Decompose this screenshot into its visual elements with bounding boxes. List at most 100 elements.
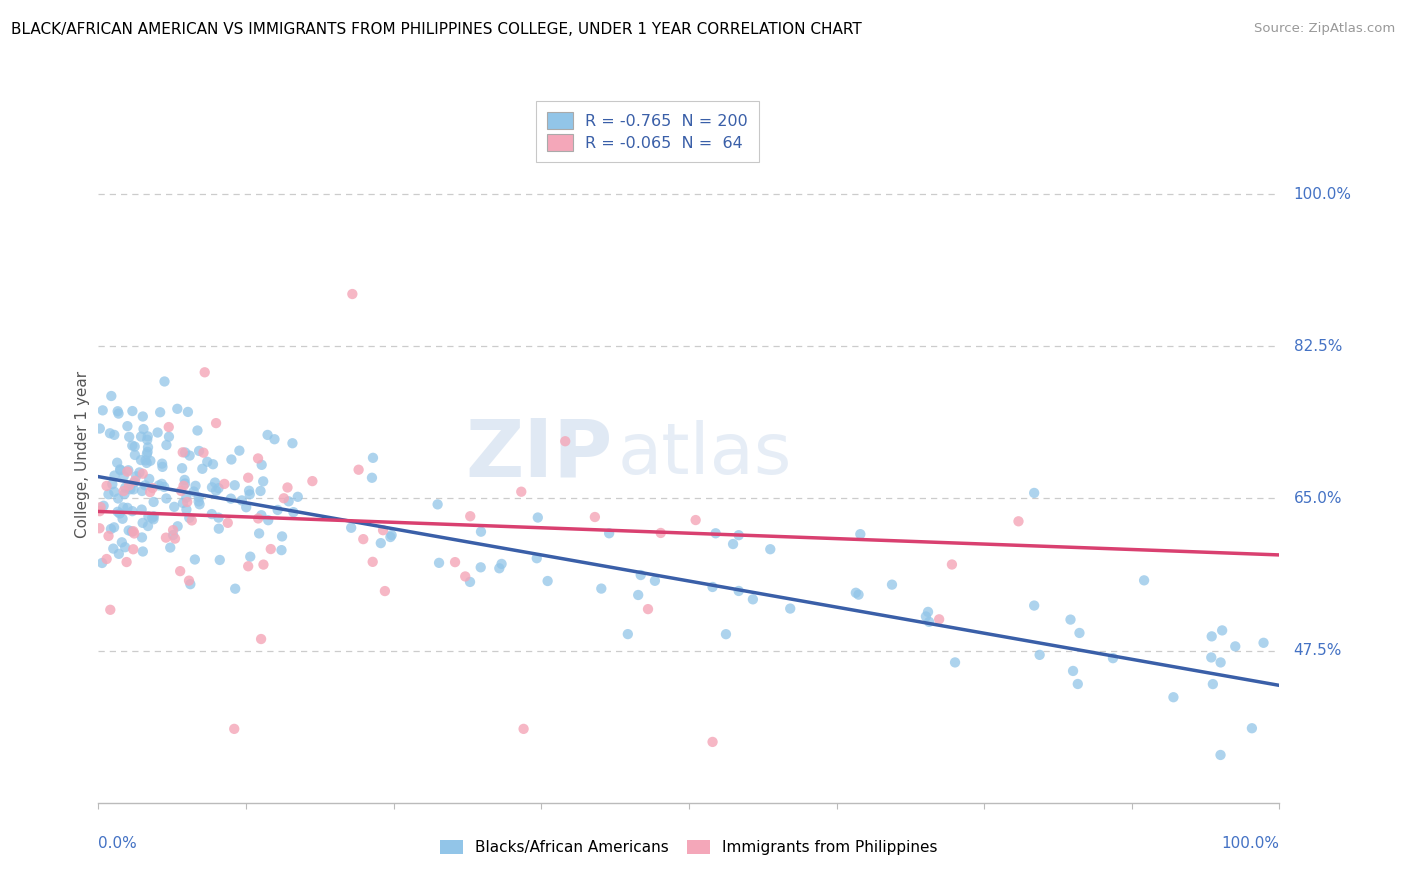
Point [122, 542, 145, 557]
Point [249, 483, 271, 498]
Point [124, 448, 146, 462]
Point [132, 422, 155, 436]
Point [186, 424, 208, 438]
Point [224, 478, 246, 492]
Point [172, 461, 194, 475]
Point [1069, 626, 1091, 640]
Point [172, 496, 194, 510]
Point [207, 481, 229, 495]
Point [108, 462, 131, 476]
Point [122, 526, 145, 541]
Point [454, 569, 477, 583]
Point [115, 555, 138, 569]
Point [845, 586, 868, 600]
Point [100, 522, 122, 536]
Point [163, 500, 186, 514]
Text: atlas: atlas [619, 420, 793, 490]
Point [228, 443, 250, 458]
Point [201, 457, 224, 471]
Point [283, 505, 305, 519]
Point [117, 463, 139, 477]
Point [107, 491, 129, 506]
Point [132, 544, 155, 558]
Point [536, 574, 558, 588]
Point [1059, 613, 1081, 627]
Point [159, 541, 181, 555]
Point [149, 405, 172, 419]
Point [122, 483, 145, 497]
Point [510, 484, 533, 499]
Point [90, 500, 112, 515]
Point [201, 507, 224, 521]
Point [214, 476, 236, 491]
Point [176, 502, 198, 516]
Point [97, 529, 120, 543]
Point [1028, 648, 1050, 662]
Point [121, 524, 143, 539]
Point [170, 483, 193, 498]
Point [132, 467, 155, 481]
Point [174, 476, 197, 491]
Point [122, 475, 145, 490]
Point [224, 722, 246, 736]
Point [108, 547, 131, 561]
Point [114, 540, 136, 554]
Point [591, 582, 613, 596]
Point [598, 526, 620, 541]
Point [928, 612, 950, 626]
Point [252, 475, 274, 489]
Text: 100.0%: 100.0% [1222, 836, 1279, 851]
Point [727, 528, 749, 542]
Point [361, 450, 384, 465]
Y-axis label: College, Under 1 year: College, Under 1 year [75, 371, 90, 539]
Point [266, 503, 288, 517]
Point [637, 602, 659, 616]
Point [1133, 574, 1156, 588]
Point [224, 582, 246, 596]
Point [176, 495, 198, 509]
Point [247, 526, 270, 541]
Point [103, 468, 125, 483]
Point [702, 580, 724, 594]
Point [136, 433, 159, 447]
Point [741, 592, 763, 607]
Point [849, 527, 872, 541]
Point [1062, 664, 1084, 678]
Point [201, 480, 224, 494]
Point [1201, 650, 1223, 665]
Point [195, 455, 218, 469]
Point [721, 537, 744, 551]
Point [103, 484, 125, 499]
Point [107, 505, 129, 519]
Point [129, 453, 152, 467]
Point [208, 522, 231, 536]
Point [128, 466, 150, 480]
Point [155, 438, 177, 452]
Point [685, 513, 707, 527]
Point [107, 407, 129, 421]
Point [150, 457, 173, 471]
Point [183, 484, 205, 499]
Text: 100.0%: 100.0% [1294, 186, 1351, 202]
Point [121, 404, 143, 418]
Point [1209, 656, 1232, 670]
Point [174, 491, 197, 505]
Point [157, 420, 180, 434]
Point [250, 508, 273, 523]
Point [112, 500, 135, 515]
Point [256, 428, 278, 442]
Point [134, 478, 156, 492]
Point [943, 656, 966, 670]
Point [247, 511, 270, 525]
Point [1163, 690, 1185, 705]
Point [1024, 486, 1046, 500]
Point [100, 389, 122, 403]
Point [114, 487, 136, 501]
Point [131, 483, 153, 498]
Point [1024, 599, 1046, 613]
Point [173, 479, 195, 493]
Point [221, 452, 243, 467]
Point [205, 483, 228, 498]
Point [361, 471, 384, 485]
Point [238, 471, 260, 485]
